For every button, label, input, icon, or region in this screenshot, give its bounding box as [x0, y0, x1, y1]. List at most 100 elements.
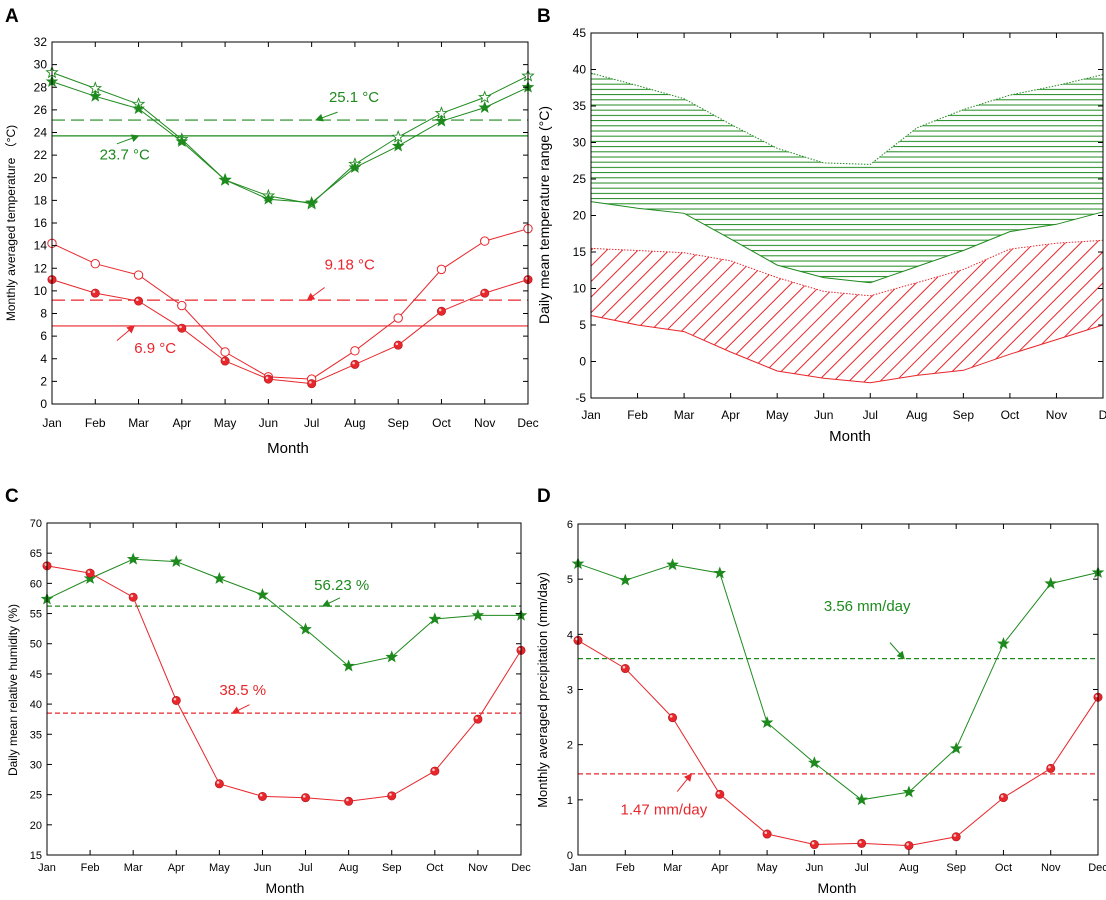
- data-point-red-filled-circle-sep: [393, 340, 403, 350]
- data-point-red-filled-circle-mar-highlight: [135, 298, 139, 302]
- y-tick-label-a: 24: [34, 126, 48, 140]
- data-point-red-circle-nov-highlight: [475, 716, 478, 720]
- y-tick-label-a: 22: [34, 148, 48, 162]
- y-tick-label-b: 20: [573, 209, 587, 223]
- data-point-green-star-aug: [342, 659, 355, 672]
- annotation-label-c-1: 38.5 %: [219, 682, 266, 699]
- data-point-red-circle-may: [762, 829, 772, 839]
- y-tick-label-c: 30: [30, 759, 42, 771]
- x-tick-label-d: Jun: [805, 862, 823, 874]
- y-tick-label-b: 30: [573, 136, 587, 150]
- y-tick-label-b: -5: [575, 391, 586, 405]
- x-tick-label-c: Apr: [168, 862, 185, 874]
- series-line-green-filled-star: [51, 81, 529, 204]
- data-point-red-circle-aug: [344, 796, 354, 806]
- data-point-red-filled-circle-jun: [263, 374, 273, 384]
- y-tick-label-a: 8: [40, 307, 47, 321]
- band-upper-green-range: [590, 72, 1104, 165]
- x-tick-label-a: Oct: [432, 416, 451, 430]
- data-point-red-circle-jul-highlight: [302, 795, 306, 798]
- y-tick-label-c: 55: [30, 609, 42, 621]
- y-tick-label-d: 1: [567, 795, 573, 807]
- data-point-red-filled-circle-jun-highlight: [265, 376, 269, 380]
- data-point-red-circle-sep-highlight: [389, 793, 392, 796]
- data-point-red-circle-sep: [951, 832, 961, 842]
- x-tick-label-b: Feb: [627, 408, 648, 422]
- data-point-red-filled-circle-jan-highlight: [49, 276, 52, 280]
- data-point-green-star-jun: [256, 588, 269, 601]
- x-tick-label-b: Jan: [581, 408, 600, 422]
- data-point-green-star-may: [760, 715, 774, 728]
- data-point-red-open-circle-nov: [480, 236, 490, 246]
- y-tick-label-b: 10: [573, 282, 587, 296]
- series-line-green-star: [577, 563, 1099, 801]
- data-point-red-circle-mar-highlight: [130, 594, 134, 598]
- y-tick-label-c: 60: [30, 578, 42, 590]
- data-point-red-filled-circle-sep-highlight: [395, 342, 399, 346]
- x-tick-label-b: Nov: [1046, 408, 1067, 422]
- y-tick-label-a: 18: [34, 193, 48, 207]
- data-point-red-filled-circle-feb-highlight: [92, 290, 96, 294]
- annotation-arrow-c-0: [321, 597, 341, 607]
- y-tick-label-a: 0: [40, 397, 47, 411]
- x-tick-label-c: Nov: [468, 862, 488, 874]
- data-point-green-filled-star-feb: [88, 89, 102, 102]
- series-line-red-circle: [577, 639, 1099, 847]
- x-tick-label-b: May: [766, 408, 789, 422]
- y-tick-label-b: 35: [573, 99, 587, 113]
- data-point-red-circle-sep: [387, 791, 397, 801]
- data-point-red-circle-jun: [809, 840, 819, 850]
- data-point-red-circle-jun-highlight: [811, 841, 815, 845]
- data-point-green-star-apr: [713, 566, 727, 579]
- panel-label-c: C: [5, 486, 19, 507]
- annotation-label-a-1: 23.7 °C: [100, 147, 150, 164]
- data-point-green-star-jul: [299, 622, 312, 635]
- annotation-arrow-d-0: [889, 642, 905, 660]
- y-tick-label-a: 12: [34, 261, 48, 275]
- data-point-red-filled-circle-dec-highlight: [525, 276, 528, 280]
- annotation-arrow-d-1: [676, 773, 693, 792]
- y-axis-label-c: Daily mean relative humidity (%): [6, 604, 20, 776]
- data-point-red-open-circle-mar: [133, 270, 144, 280]
- data-point-red-circle-feb: [620, 664, 630, 674]
- x-tick-label-a: Feb: [85, 416, 106, 430]
- x-tick-label-b: Mar: [674, 408, 695, 422]
- y-tick-label-c: 65: [30, 548, 42, 560]
- data-point-green-star-oct: [997, 637, 1010, 650]
- data-point-red-filled-circle-nov-highlight: [482, 290, 485, 294]
- y-tick-label-c: 70: [30, 518, 42, 530]
- x-tick-label-d: May: [757, 862, 778, 874]
- band-lower-red-range: [590, 315, 1104, 384]
- data-point-red-filled-circle-oct-highlight: [438, 308, 442, 312]
- data-point-green-star-sep: [949, 741, 963, 754]
- annotation-label-c-0: 56.23 %: [314, 577, 369, 594]
- data-point-red-circle-apr: [715, 789, 725, 799]
- data-point-red-circle-dec-highlight: [1095, 694, 1098, 698]
- x-axis-label-d: Month: [818, 880, 857, 896]
- data-point-red-circle-oct-highlight: [432, 768, 435, 772]
- data-point-red-filled-circle-aug-highlight: [352, 361, 355, 365]
- data-point-red-filled-circle-apr: [177, 323, 187, 333]
- annotation-arrow-c-1: [231, 704, 250, 714]
- y-tick-label-d: 6: [567, 519, 573, 531]
- x-tick-label-c: Jun: [254, 862, 272, 874]
- annotation-label-a-0: 25.1 °C: [329, 89, 379, 106]
- data-point-green-star-mar: [126, 552, 140, 565]
- x-tick-label-a: Sep: [388, 416, 410, 430]
- data-point-red-circle-sep-highlight: [953, 834, 957, 837]
- x-tick-label-d: Nov: [1041, 862, 1061, 874]
- panel-label-d: D: [537, 486, 551, 507]
- data-point-red-circle-jul: [857, 838, 867, 848]
- data-point-green-filled-star-jun: [262, 192, 275, 205]
- data-point-red-circle-aug: [904, 841, 914, 851]
- data-point-red-circle-jan-highlight: [575, 637, 578, 641]
- annotation-arrow-a-2: [306, 287, 325, 301]
- x-tick-label-d: Jul: [855, 862, 869, 874]
- y-tick-label-b: 0: [579, 355, 586, 369]
- x-tick-label-a: Nov: [474, 416, 495, 430]
- panel-label-b: B: [537, 6, 551, 27]
- data-point-green-filled-star-sep: [391, 139, 405, 152]
- data-point-red-open-circle-sep: [393, 313, 403, 323]
- y-tick-label-d: 3: [567, 685, 573, 697]
- data-point-red-circle-jun-highlight: [259, 793, 263, 797]
